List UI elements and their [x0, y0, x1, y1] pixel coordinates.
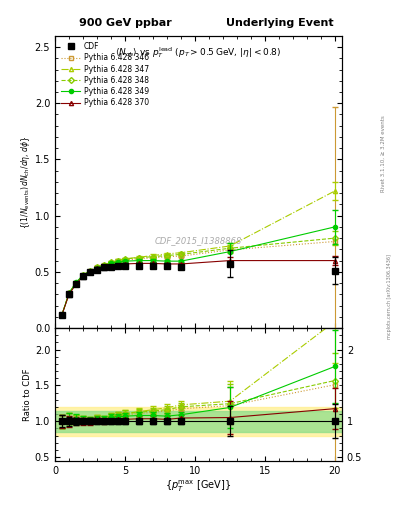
- Y-axis label: Ratio to CDF: Ratio to CDF: [23, 368, 32, 421]
- Text: Underlying Event: Underlying Event: [226, 18, 334, 28]
- Text: mcplots.cern.ch [arXiv:1306.3436]: mcplots.cern.ch [arXiv:1306.3436]: [387, 254, 391, 339]
- Text: CDF_2015_I1388868: CDF_2015_I1388868: [155, 236, 242, 245]
- Legend: CDF, Pythia 6.428 346, Pythia 6.428 347, Pythia 6.428 348, Pythia 6.428 349, Pyt: CDF, Pythia 6.428 346, Pythia 6.428 347,…: [59, 39, 151, 110]
- X-axis label: $\{p_T^\mathrm{max}\ [\mathrm{GeV}]\}$: $\{p_T^\mathrm{max}\ [\mathrm{GeV}]\}$: [165, 478, 231, 494]
- Y-axis label: $\{(1/N_\mathrm{events})\,dN_\mathrm{ch}/d\eta,\,d\phi\}$: $\{(1/N_\mathrm{events})\,dN_\mathrm{ch}…: [19, 135, 32, 229]
- Text: $\langle N_{ch}\rangle$ vs $p_T^\mathrm{lead}$ ($p_T > 0.5\,\mathrm{GeV},\,|\eta: $\langle N_{ch}\rangle$ vs $p_T^\mathrm{…: [115, 45, 282, 59]
- Text: 900 GeV ppbar: 900 GeV ppbar: [79, 18, 172, 28]
- Text: Rivet 3.1.10, ≥ 3.2M events: Rivet 3.1.10, ≥ 3.2M events: [381, 115, 386, 192]
